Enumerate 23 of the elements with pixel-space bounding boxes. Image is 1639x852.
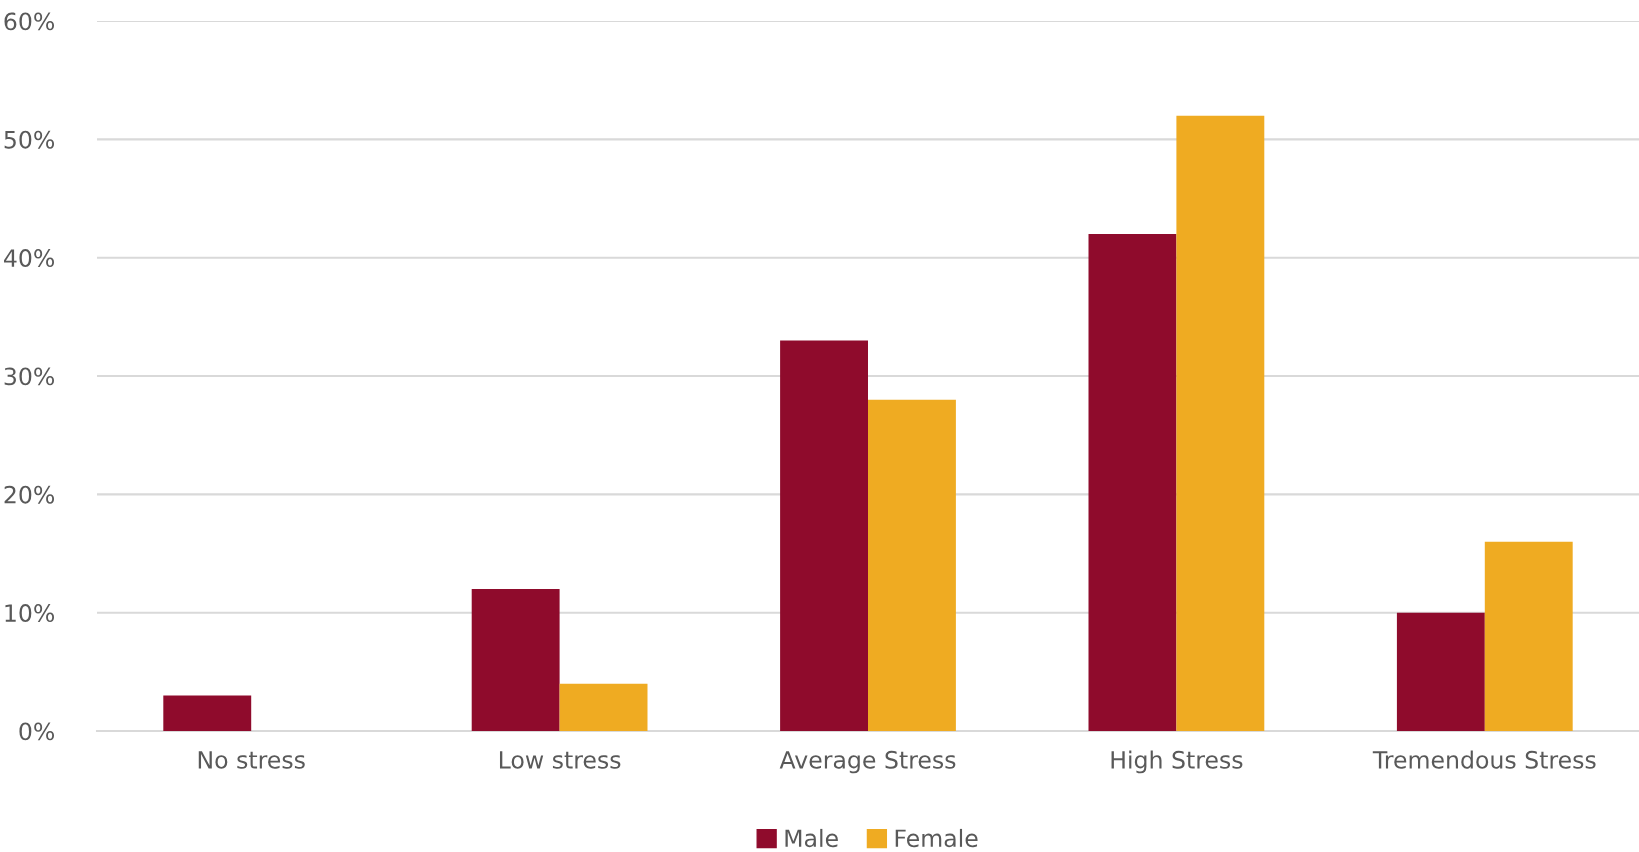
bar xyxy=(1176,115,1265,731)
y-tick-label: 50% xyxy=(4,130,55,149)
bar xyxy=(559,683,648,731)
x-tick-label: Tremendous Stress xyxy=(1372,750,1596,769)
y-tick-label: 20% xyxy=(4,485,55,504)
x-tick-label: High Stress xyxy=(1111,750,1243,774)
bar xyxy=(1396,612,1485,731)
y-tick-label: 30% xyxy=(4,367,55,386)
y-tick-label: 0% xyxy=(19,722,55,741)
x-tick-label: Average Stress xyxy=(779,750,956,774)
x-tick-label: No stress xyxy=(198,751,305,769)
legend-label: Male xyxy=(785,828,838,848)
bar xyxy=(471,589,560,731)
bar xyxy=(780,340,868,731)
bar xyxy=(1484,541,1573,731)
y-tick-label: 10% xyxy=(5,604,55,622)
x-tick-label: Low stress xyxy=(499,751,621,769)
y-tick-label: 60% xyxy=(4,12,55,31)
y-tick-label: 40% xyxy=(4,249,55,267)
bar xyxy=(163,695,252,731)
legend-label: Female xyxy=(895,828,978,848)
bar xyxy=(868,399,956,731)
bar xyxy=(1088,234,1177,731)
